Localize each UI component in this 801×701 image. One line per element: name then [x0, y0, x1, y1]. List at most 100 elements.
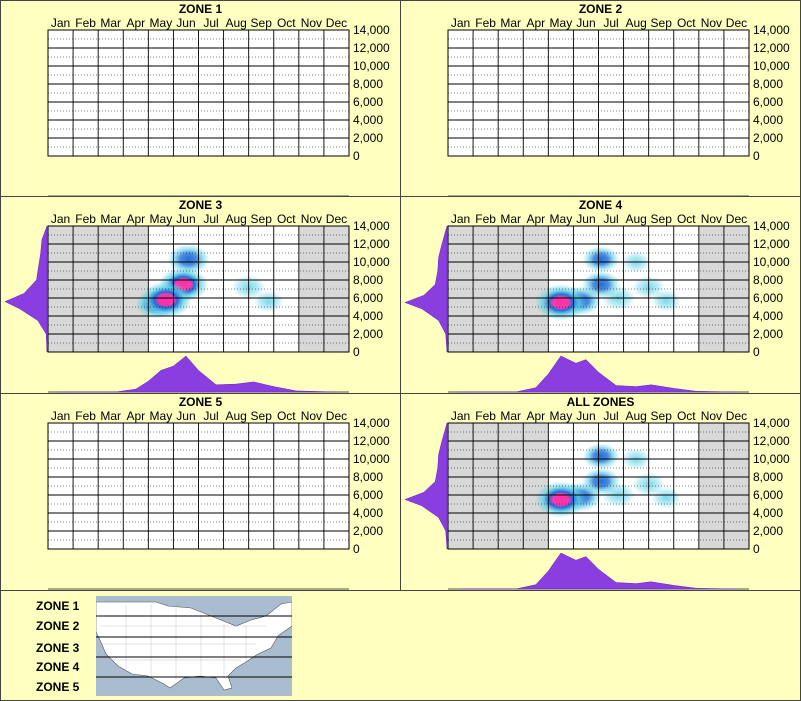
- y-tick-label: 14,000: [753, 23, 790, 37]
- zone-panel-3: ZONE 3 Jan Feb Mar Apr May Jun Jul Aug Sep Oct Nov…: [0, 196, 401, 394]
- y-tick-label: 2,000: [753, 327, 783, 341]
- shaded-month-band: [498, 423, 524, 549]
- legend-zone-label: ZONE 3: [36, 641, 80, 655]
- month-tick-label: Dec: [726, 16, 747, 30]
- month-tick-label: Mar: [500, 212, 521, 226]
- month-tick-label: Jul: [603, 409, 618, 423]
- shaded-month-band: [473, 226, 499, 352]
- chart-svg: Jan Feb Mar Apr May Jun Jul Aug Sep Oct Nov Dec 14,0…: [47, 409, 390, 590]
- y-tick-label: 10,000: [753, 59, 790, 73]
- heat-hotspot: [167, 244, 210, 275]
- y-tick-label: 14,000: [353, 23, 390, 37]
- month-tick-label: Sep: [651, 212, 673, 226]
- month-tick-label: Jun: [576, 409, 595, 423]
- shaded-month-band: [98, 226, 124, 352]
- panel-title: ZONE 1: [178, 2, 223, 16]
- month-tick-label: May: [150, 212, 173, 226]
- month-tick-label: Feb: [475, 409, 496, 423]
- y-tick-label: 12,000: [353, 41, 390, 55]
- month-tick-label: Aug: [625, 16, 646, 30]
- plot-border: [447, 422, 750, 550]
- month-tick-label: Sep: [651, 16, 673, 30]
- zone-panel-1: ZONE 1 Jan Feb Mar Apr May Jun Jul Aug Sep Oct Nov…: [0, 0, 401, 197]
- chart-svg: Jan Feb Mar Apr May Jun Jul Aug Sep Oct Nov Dec 14,0…: [447, 16, 790, 197]
- y-tick-label: 8,000: [353, 470, 383, 484]
- month-tick-label: Oct: [277, 212, 296, 226]
- y-tick-label: 2,000: [753, 131, 783, 145]
- map-state-lines: [98, 604, 266, 680]
- month-profile-area: [460, 355, 737, 393]
- y-tick-label: 14,000: [753, 416, 790, 430]
- month-tick-label: Sep: [251, 212, 273, 226]
- plot-border: [47, 29, 350, 157]
- y-tick-label: 12,000: [753, 41, 790, 55]
- month-tick-label: Oct: [277, 16, 296, 30]
- month-tick-label: Dec: [326, 409, 347, 423]
- y-tick-label: 4,000: [353, 113, 383, 127]
- month-tick-label: Aug: [225, 409, 246, 423]
- heat-hotspot: [582, 246, 620, 273]
- month-tick-label: Sep: [251, 409, 273, 423]
- month-tick-label: May: [150, 16, 173, 30]
- month-tick-label: Oct: [677, 409, 696, 423]
- y-tick-label: 2,000: [753, 524, 783, 538]
- plot-border: [47, 422, 350, 550]
- y-tick-label: 8,000: [353, 273, 383, 287]
- zone-panel-4: ZONE 4 Jan Feb Mar Apr May Jun Jul Aug Sep Oct Nov…: [400, 196, 801, 394]
- month-tick-label: Jul: [203, 409, 218, 423]
- month-tick-label: Jan: [451, 16, 470, 30]
- panel-title: ZONE 5: [178, 395, 223, 409]
- heat-hotspot: [534, 481, 587, 518]
- month-tick-label: Feb: [475, 16, 496, 30]
- month-tick-label: Nov: [701, 16, 722, 30]
- month-tick-label: Oct: [677, 16, 696, 30]
- y-tick-label: 6,000: [353, 291, 383, 305]
- month-profile-area: [460, 552, 737, 590]
- month-tick-label: Jan: [51, 409, 70, 423]
- month-tick-label: Apr: [126, 16, 145, 30]
- month-tick-label: Aug: [625, 409, 646, 423]
- heat-hotspot: [139, 281, 192, 318]
- month-tick-label: Dec: [326, 16, 347, 30]
- zone-panel-all: ALL ZONES Jan Feb Mar Apr May Jun Jul Aug Sep Oct…: [400, 393, 801, 591]
- month-tick-label: Jun: [176, 409, 195, 423]
- y-tick-label: 0: [353, 542, 360, 556]
- y-tick-label: 4,000: [353, 309, 383, 323]
- y-tick-label: 14,000: [353, 219, 390, 233]
- heat-hotspot: [582, 443, 620, 470]
- y-tick-label: 8,000: [753, 470, 783, 484]
- y-tick-label: 12,000: [753, 237, 790, 251]
- month-tick-label: May: [550, 212, 573, 226]
- month-tick-label: Dec: [726, 212, 747, 226]
- y-tick-label: 8,000: [353, 77, 383, 91]
- y-tick-label: 2,000: [353, 524, 383, 538]
- y-tick-label: 8,000: [753, 77, 783, 91]
- month-tick-label: Feb: [75, 409, 96, 423]
- shaded-month-band: [73, 226, 99, 352]
- y-tick-label: 12,000: [353, 237, 390, 251]
- month-tick-label: Apr: [526, 16, 545, 30]
- y-tick-label: 14,000: [753, 219, 790, 233]
- y-tick-label: 0: [753, 345, 760, 359]
- month-tick-label: Nov: [301, 212, 322, 226]
- y-tick-label: 10,000: [353, 59, 390, 73]
- shaded-month-band: [498, 226, 524, 352]
- month-profile-area: [60, 355, 337, 393]
- y-tick-label: 2,000: [353, 131, 383, 145]
- heat-hotspot: [534, 284, 587, 321]
- month-tick-label: Oct: [677, 212, 696, 226]
- usa-map-zones-icon: [96, 596, 292, 696]
- legend-zone-label: ZONE 5: [36, 680, 80, 694]
- y-tick-label: 14,000: [353, 416, 390, 430]
- y-tick-label: 10,000: [753, 452, 790, 466]
- panel-title: ZONE 2: [578, 2, 623, 16]
- y-tick-label: 6,000: [753, 291, 783, 305]
- month-tick-label: Jun: [576, 212, 595, 226]
- month-tick-label: Nov: [301, 16, 322, 30]
- month-tick-label: Sep: [651, 409, 673, 423]
- legend-zone-label: ZONE 2: [36, 619, 80, 633]
- month-tick-label: Jul: [603, 16, 618, 30]
- month-tick-label: Feb: [475, 212, 496, 226]
- month-tick-label: Mar: [100, 212, 121, 226]
- y-tick-label: 0: [753, 149, 760, 163]
